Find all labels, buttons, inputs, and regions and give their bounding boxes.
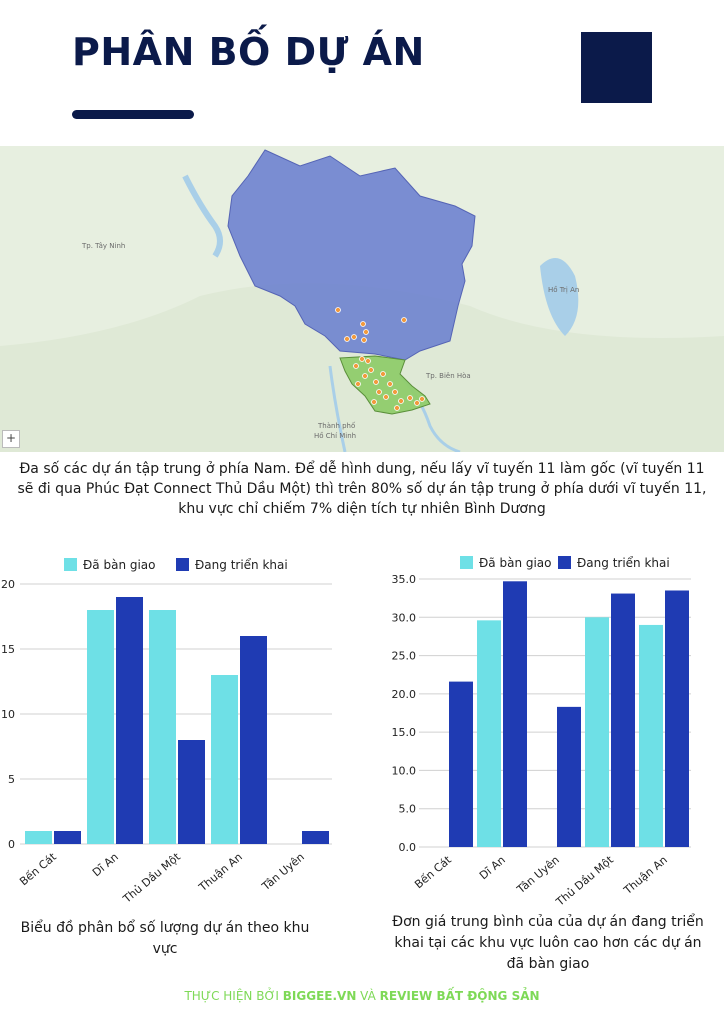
y-tick-label: 5 xyxy=(8,773,15,786)
legend-swatch xyxy=(176,558,189,571)
legend-swatch xyxy=(64,558,77,571)
map-canvas xyxy=(0,149,724,452)
y-tick-label: 10.0 xyxy=(392,764,417,777)
page-title: PHÂN BỐ DỰ ÁN xyxy=(72,30,425,74)
x-tick-label: Thủ Dầu Một xyxy=(120,850,184,906)
project-count-chart-svg: Đã bàn giao Đang triển khai 0 5 10 15 20 Bến Cá… xyxy=(1,558,332,906)
x-tick-label: Thủ Dầu Một xyxy=(553,853,617,909)
bar[interactable] xyxy=(149,610,176,844)
y-tick-label: 15.0 xyxy=(392,726,417,739)
bar[interactable] xyxy=(665,590,689,847)
bar[interactable] xyxy=(503,581,527,847)
southern-region-polygon[interactable] xyxy=(339,355,431,415)
legend-label: Đang triển khai xyxy=(577,556,670,570)
legend-label: Đã bàn giao xyxy=(83,558,156,572)
y-tick-label: 5.0 xyxy=(399,803,417,816)
unit-price-chart: Đã bàn giao Đang triển khai 0.0 5.0 10.0 15.0… xyxy=(379,545,724,915)
bar[interactable] xyxy=(557,706,581,847)
x-tick-label: Thuận An xyxy=(196,850,245,894)
bar[interactable] xyxy=(477,620,501,847)
lake-tri-an xyxy=(540,258,579,336)
y-tick-label: 20 xyxy=(1,578,15,591)
map-description: Đa số các dự án tập trung ở phía Nam. Để… xyxy=(17,461,707,517)
bar[interactable] xyxy=(639,624,663,847)
legend-label: Đang triển khai xyxy=(195,558,288,572)
y-tick-label: 0.0 xyxy=(399,841,417,854)
bar[interactable] xyxy=(302,831,329,844)
legend-swatch xyxy=(460,556,473,569)
title-underline xyxy=(72,110,194,119)
y-tick-label: 35.0 xyxy=(392,573,417,586)
footer-credit: THỰC HIỆN BỞI BIGGEE.VN VÀ REVIEW BẤT ĐỘ… xyxy=(0,989,724,1003)
map-label: Thành phố xyxy=(318,422,356,430)
x-tick-label: Bến Cát xyxy=(17,850,59,888)
unit-price-chart-svg: Đã bàn giao Đang triển khai 0.0 5.0 10.0 15.0… xyxy=(392,556,691,909)
map-label: Tp. Biên Hòa xyxy=(426,372,471,380)
footer-brand-biggee[interactable]: BIGGEE.VN xyxy=(282,989,357,1003)
map-zoom-in-button[interactable]: + xyxy=(2,430,20,448)
legend-swatch xyxy=(558,556,571,569)
y-tick-label: 30.0 xyxy=(392,611,417,624)
bar[interactable] xyxy=(611,593,635,847)
reservoir-dau-tieng xyxy=(182,174,223,258)
x-tick-label: Dĩ An xyxy=(90,850,121,879)
footer-middle: VÀ xyxy=(356,989,380,1003)
chart-caption-count: Biểu đồ phân bổ số lượng dự án theo khu … xyxy=(20,920,310,957)
map-label: Hồ Chí Minh xyxy=(314,432,357,440)
bar[interactable] xyxy=(211,675,238,844)
bar[interactable] xyxy=(449,681,473,847)
x-tick-label: Tân Uyên xyxy=(514,853,562,896)
y-tick-label: 10 xyxy=(1,708,15,721)
x-tick-label: Tân Uyên xyxy=(259,850,307,893)
northern-region-polygon[interactable] xyxy=(227,149,476,361)
x-tick-label: Bến Cát xyxy=(412,853,454,891)
x-tick-label: Dĩ An xyxy=(477,853,508,882)
river-sai-gon xyxy=(328,365,347,452)
region-map[interactable]: Tp. Tây Ninh Tp. Biên Hòa Thành phố Hồ C… xyxy=(0,146,724,452)
bar[interactable] xyxy=(87,610,114,844)
map-label: Tp. Tây Ninh xyxy=(82,242,126,250)
y-tick-label: 15 xyxy=(1,643,15,656)
footer-prefix: THỰC HIỆN BỞI xyxy=(184,989,283,1003)
chart-caption-price: Đơn giá trung bình của của dự án đang tr… xyxy=(392,914,704,972)
bar[interactable] xyxy=(54,831,81,844)
bar[interactable] xyxy=(178,740,205,844)
y-tick-label: 25.0 xyxy=(392,650,417,663)
bar[interactable] xyxy=(25,831,52,844)
decorative-square xyxy=(581,32,652,103)
bar[interactable] xyxy=(585,617,609,847)
bar[interactable] xyxy=(240,636,267,844)
project-count-chart: Đã bàn giao Đang triển khai 0 5 10 15 20 Bến Cá… xyxy=(0,545,345,915)
x-tick-label: Thuận An xyxy=(621,853,670,897)
y-tick-label: 20.0 xyxy=(392,688,417,701)
project-markers[interactable] xyxy=(335,307,425,411)
footer-brand-review[interactable]: REVIEW BẤT ĐỘNG SẢN xyxy=(379,989,540,1003)
bar[interactable] xyxy=(116,597,143,844)
map-label: Hồ Trị An xyxy=(548,286,580,294)
y-tick-label: 0 xyxy=(8,838,15,851)
legend-label: Đã bàn giao xyxy=(479,556,552,570)
